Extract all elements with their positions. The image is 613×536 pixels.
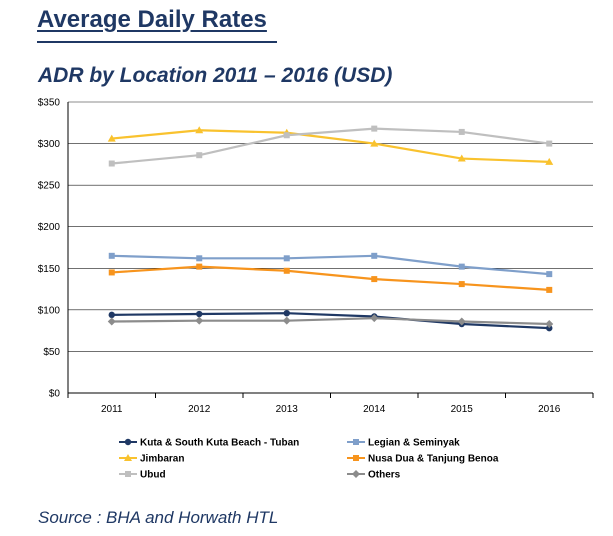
data-point xyxy=(196,152,203,159)
y-tick-label: $300 xyxy=(38,139,61,150)
y-tick-label: $100 xyxy=(38,305,61,316)
legend-item: Jimbaran xyxy=(119,454,184,465)
data-point xyxy=(107,317,116,326)
series-line xyxy=(111,265,550,292)
data-point xyxy=(108,269,115,276)
data-point xyxy=(195,126,204,134)
legend-label: Jimbaran xyxy=(140,454,184,465)
data-point xyxy=(546,140,553,147)
data-point xyxy=(196,255,203,262)
legend-item: Nusa Dua & Tanjung Benoa xyxy=(347,454,499,465)
chart-title: ADR by Location 2011 – 2016 (USD) xyxy=(38,64,393,87)
legend-label: Ubud xyxy=(140,470,166,481)
data-point xyxy=(108,311,115,319)
legend-label: Others xyxy=(368,470,401,481)
data-point xyxy=(283,132,290,139)
y-tick-label: $150 xyxy=(38,264,61,275)
data-point xyxy=(370,314,379,323)
data-point xyxy=(370,139,379,147)
data-point xyxy=(458,281,465,288)
series-4 xyxy=(108,125,553,167)
data-point xyxy=(282,316,291,325)
data-point xyxy=(546,271,553,278)
data-point xyxy=(196,310,203,318)
data-point xyxy=(283,267,290,274)
series-line xyxy=(111,129,550,163)
data-point xyxy=(108,160,115,167)
data-point xyxy=(195,316,204,325)
series-line xyxy=(111,127,550,165)
series-line xyxy=(111,254,550,276)
legend-label: Kuta & South Kuta Beach - Tuban xyxy=(140,438,299,449)
series-3 xyxy=(108,263,553,293)
legend-marker xyxy=(124,454,132,461)
data-point xyxy=(283,309,290,317)
data-point xyxy=(457,317,466,326)
legend-item: Legian & Seminyak xyxy=(347,438,460,449)
data-point xyxy=(371,125,378,132)
source-note: Source : BHA and Horwath HTL xyxy=(38,508,279,527)
axes: $0 $50 $100 $150 $200 $250 $300 $350 2011 2012 201… xyxy=(38,98,594,415)
data-point xyxy=(371,276,378,283)
x-tick-label: 2016 xyxy=(538,404,561,415)
data-point xyxy=(545,319,554,328)
data-point xyxy=(457,154,466,162)
y-tick-label: $350 xyxy=(38,98,61,109)
x-tick-label: 2011 xyxy=(101,404,123,415)
legend-item: Others xyxy=(347,470,401,481)
x-tick-label: 2015 xyxy=(451,404,474,415)
series-line xyxy=(111,317,550,326)
y-tick-label: $50 xyxy=(43,347,60,358)
data-point xyxy=(196,263,203,270)
y-tick-label: $250 xyxy=(38,181,61,192)
data-point xyxy=(458,263,465,270)
x-tick-label: 2014 xyxy=(363,404,386,415)
series-lines xyxy=(107,125,554,332)
data-point xyxy=(546,286,553,293)
x-tick-label: 2013 xyxy=(276,404,299,415)
data-point xyxy=(545,157,554,165)
legend-marker xyxy=(353,439,359,445)
series-line xyxy=(111,312,550,330)
series-2 xyxy=(107,126,554,165)
data-point xyxy=(108,252,115,259)
x-tick-label: 2012 xyxy=(188,404,211,415)
data-point xyxy=(546,324,553,332)
legend-label: Legian & Seminyak xyxy=(368,438,460,449)
legend-label: Nusa Dua & Tanjung Benoa xyxy=(368,454,499,465)
legend-item: Kuta & South Kuta Beach - Tuban xyxy=(119,438,299,449)
series-1 xyxy=(108,252,553,278)
legend-marker xyxy=(353,455,359,461)
page-title: Average Daily Rates xyxy=(37,6,267,33)
y-tick-label: $200 xyxy=(38,222,61,233)
legend: Kuta & South Kuta Beach - Tuban Legian & … xyxy=(119,438,499,481)
legend-marker xyxy=(352,470,360,478)
legend-marker xyxy=(124,438,132,446)
data-point xyxy=(371,252,378,259)
series-5 xyxy=(107,314,554,328)
legend-item: Ubud xyxy=(119,470,166,481)
data-point xyxy=(107,134,116,142)
data-point xyxy=(458,128,465,135)
y-tick-label: $0 xyxy=(49,389,61,400)
data-point xyxy=(283,255,290,262)
title-divider xyxy=(37,41,277,43)
legend-marker xyxy=(125,471,131,477)
gridlines xyxy=(68,101,593,352)
